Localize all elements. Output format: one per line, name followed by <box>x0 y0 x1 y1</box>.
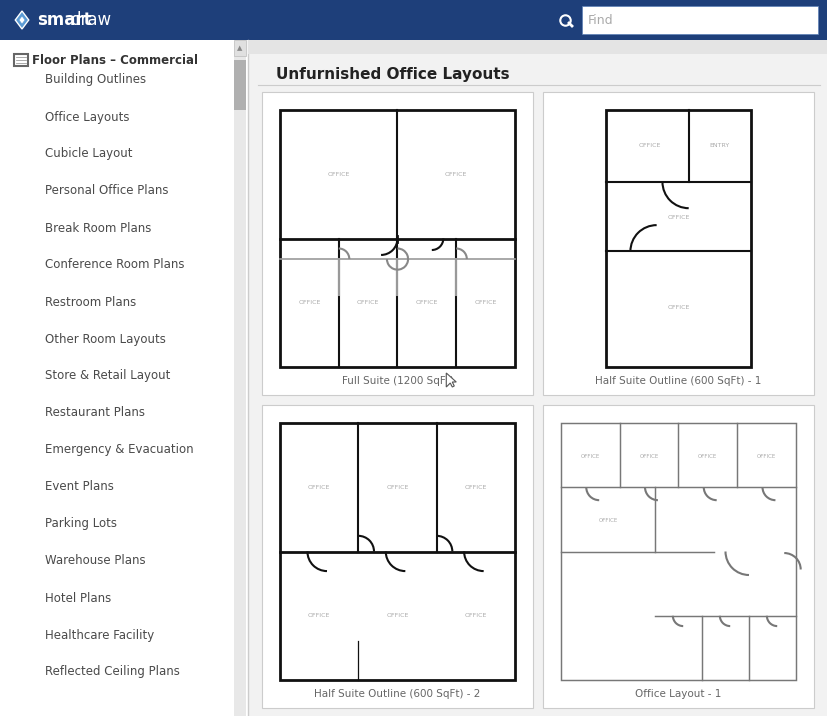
FancyBboxPatch shape <box>261 92 533 395</box>
Text: OFFICE: OFFICE <box>386 613 409 618</box>
Text: OFFICE: OFFICE <box>638 143 660 148</box>
Text: Store & Retail Layout: Store & Retail Layout <box>45 369 170 382</box>
Polygon shape <box>15 11 29 29</box>
Text: smart: smart <box>37 11 92 29</box>
Bar <box>234 56 246 716</box>
Text: Building Outlines: Building Outlines <box>45 74 146 87</box>
Text: Parking Lots: Parking Lots <box>45 518 117 531</box>
Text: Hotel Plans: Hotel Plans <box>45 591 111 604</box>
Text: OFFICE: OFFICE <box>598 518 617 523</box>
Text: Cubicle Layout: Cubicle Layout <box>45 147 132 160</box>
Bar <box>561 423 795 680</box>
Text: OFFICE: OFFICE <box>308 613 330 618</box>
Text: OFFICE: OFFICE <box>464 613 486 618</box>
Bar <box>280 110 514 367</box>
Text: Restroom Plans: Restroom Plans <box>45 296 136 309</box>
Bar <box>280 423 514 680</box>
Text: OFFICE: OFFICE <box>445 172 467 177</box>
Bar <box>581 6 817 34</box>
Text: Other Room Layouts: Other Room Layouts <box>45 332 165 346</box>
Text: Conference Room Plans: Conference Room Plans <box>45 258 184 271</box>
Bar <box>248 40 827 716</box>
Text: OFFICE: OFFICE <box>756 454 776 459</box>
Text: OFFICE: OFFICE <box>667 216 689 221</box>
FancyBboxPatch shape <box>543 405 813 708</box>
Bar <box>234 60 246 110</box>
Text: Full Suite (1200 SqFt): Full Suite (1200 SqFt) <box>342 376 453 386</box>
Text: Office Layouts: Office Layouts <box>45 110 129 123</box>
Bar <box>0 0 827 40</box>
Text: OFFICE: OFFICE <box>667 306 689 311</box>
Text: Personal Office Plans: Personal Office Plans <box>45 185 169 198</box>
Text: OFFICE: OFFICE <box>464 485 486 490</box>
Text: Reflected Ceiling Plans: Reflected Ceiling Plans <box>45 665 179 679</box>
Text: OFFICE: OFFICE <box>298 300 320 305</box>
Polygon shape <box>446 373 456 387</box>
Text: Healthcare Facility: Healthcare Facility <box>45 629 154 642</box>
Bar <box>248 40 827 54</box>
Text: OFFICE: OFFICE <box>580 454 600 459</box>
Bar <box>0 40 248 716</box>
Text: ENTRY: ENTRY <box>708 143 729 148</box>
Polygon shape <box>19 16 25 24</box>
Text: OFFICE: OFFICE <box>474 300 496 305</box>
Text: Break Room Plans: Break Room Plans <box>45 221 151 235</box>
Text: Event Plans: Event Plans <box>45 480 114 493</box>
Bar <box>14 54 28 66</box>
Text: draw: draw <box>70 11 111 29</box>
Text: Office Layout - 1: Office Layout - 1 <box>634 689 721 699</box>
Text: Unfurnished Office Layouts: Unfurnished Office Layouts <box>275 67 509 82</box>
Text: Emergency & Evacuation: Emergency & Evacuation <box>45 443 194 457</box>
Text: OFFICE: OFFICE <box>327 172 350 177</box>
Text: Restaurant Plans: Restaurant Plans <box>45 407 145 420</box>
Text: Half Suite Outline (600 SqFt) - 1: Half Suite Outline (600 SqFt) - 1 <box>595 376 761 386</box>
Text: Half Suite Outline (600 SqFt) - 2: Half Suite Outline (600 SqFt) - 2 <box>314 689 480 699</box>
Text: OFFICE: OFFICE <box>638 454 658 459</box>
Text: ▲: ▲ <box>237 45 242 51</box>
Text: OFFICE: OFFICE <box>697 454 717 459</box>
Text: Find: Find <box>587 14 613 26</box>
Text: OFFICE: OFFICE <box>386 485 409 490</box>
FancyBboxPatch shape <box>261 405 533 708</box>
FancyBboxPatch shape <box>543 92 813 395</box>
Bar <box>234 40 246 56</box>
Bar <box>605 110 750 367</box>
Text: OFFICE: OFFICE <box>415 300 437 305</box>
Text: Floor Plans – Commercial: Floor Plans – Commercial <box>32 54 198 67</box>
Text: Warehouse Plans: Warehouse Plans <box>45 554 146 568</box>
Text: OFFICE: OFFICE <box>356 300 379 305</box>
Text: OFFICE: OFFICE <box>308 485 330 490</box>
